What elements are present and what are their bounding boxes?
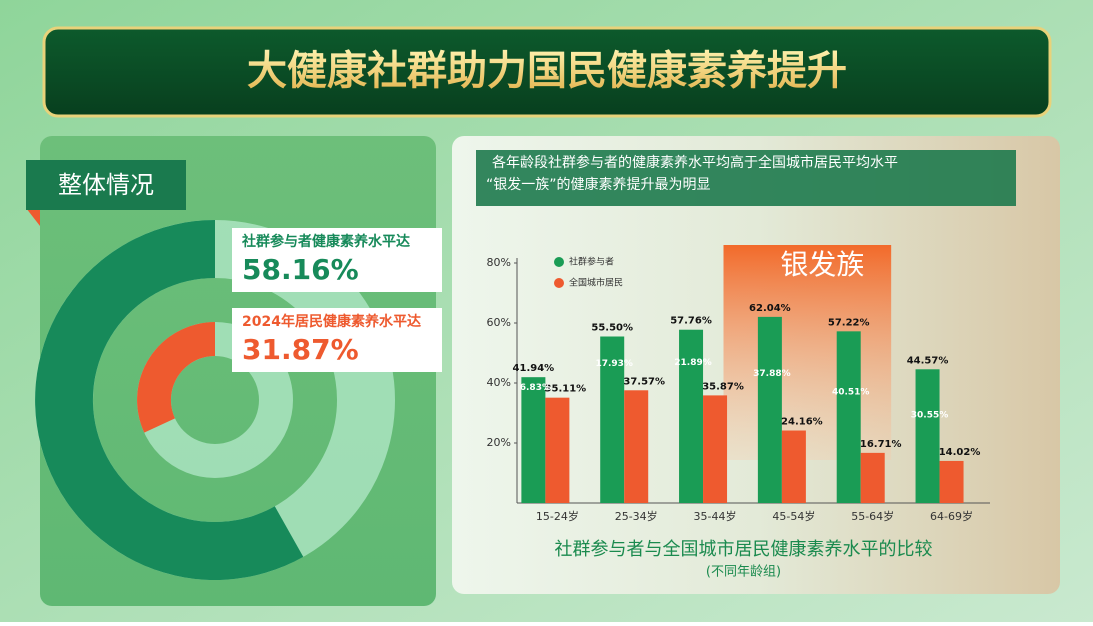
bar	[679, 329, 704, 503]
section-title: 整体情况	[58, 171, 154, 199]
value-label: 55.50%	[591, 323, 633, 334]
legend-label: 全国城市居民	[569, 277, 623, 289]
title-banner	[42, 26, 1052, 118]
page-title: 大健康社群助力国民健康素养提升	[247, 48, 847, 94]
chart-title: 社群参与者与全国城市居民健康素养水平的比较	[555, 539, 933, 560]
x-tick-label: 35-44岁	[694, 509, 737, 523]
section-tab	[26, 160, 186, 210]
bar	[915, 369, 940, 503]
value-label: 62.04%	[749, 303, 791, 314]
bar	[521, 377, 546, 503]
difference-label: 6.83%	[520, 383, 551, 393]
ring-arc	[35, 220, 304, 580]
value-label: 57.76%	[670, 316, 712, 327]
difference-label: 37.88%	[753, 369, 791, 379]
tab-corner	[26, 208, 40, 226]
label-box	[232, 308, 442, 372]
y-tick-label: 40%	[487, 376, 511, 389]
bar	[703, 395, 728, 503]
legend-marker	[554, 257, 564, 267]
difference-label: 40.51%	[832, 388, 870, 398]
ring-label: 社群参与者健康素养水平达	[241, 233, 410, 250]
legend-label: 社群参与者	[569, 256, 614, 268]
x-tick-label: 15-24岁	[536, 509, 579, 523]
subtitle: “银发一族”的健康素养提升最为明显	[486, 176, 711, 193]
label-box	[232, 228, 442, 292]
x-tick-label: 64-69岁	[930, 509, 973, 523]
value-label: 24.16%	[781, 417, 823, 428]
ring-label: 2024年居民健康素养水平达	[242, 313, 421, 330]
bar	[600, 336, 625, 503]
difference-label: 30.55%	[911, 411, 949, 421]
bar	[939, 460, 964, 503]
value-label: 14.02%	[939, 447, 981, 458]
value-label: 37.57%	[623, 376, 665, 387]
difference-label: 17.93%	[595, 359, 633, 369]
highlight	[723, 245, 892, 460]
subtitle-band	[476, 150, 1016, 206]
value-label: 41.94%	[513, 363, 555, 374]
bar	[757, 316, 782, 503]
y-tick-label: 60%	[487, 316, 511, 329]
x-tick-label: 25-34岁	[615, 509, 658, 523]
value-label: 16.71%	[860, 439, 902, 450]
highlight-label: 银发族	[780, 248, 864, 281]
bar	[860, 452, 885, 503]
y-tick-label: 80%	[487, 256, 511, 269]
y-tick-label: 20%	[487, 436, 511, 449]
value-label: 35.87%	[702, 381, 744, 392]
value-label: 57.22%	[828, 317, 870, 328]
ring-value: 58.16%	[242, 253, 359, 286]
legend-marker	[554, 278, 564, 288]
ring-value: 31.87%	[242, 333, 359, 366]
bar	[781, 430, 806, 503]
bar	[836, 331, 861, 503]
x-tick-label: 55-64岁	[851, 509, 894, 523]
bar	[624, 390, 649, 503]
chart-note: (不同年龄组)	[706, 565, 781, 580]
subtitle: 各年龄段社群参与者的健康素养水平均高于全国城市居民平均水平	[492, 154, 898, 171]
ring-arc	[137, 322, 215, 433]
difference-label: 21.89%	[674, 358, 712, 368]
bar	[545, 397, 570, 503]
value-label: 44.57%	[907, 355, 949, 366]
x-tick-label: 45-54岁	[772, 509, 815, 523]
value-label: 35.11%	[545, 384, 587, 395]
